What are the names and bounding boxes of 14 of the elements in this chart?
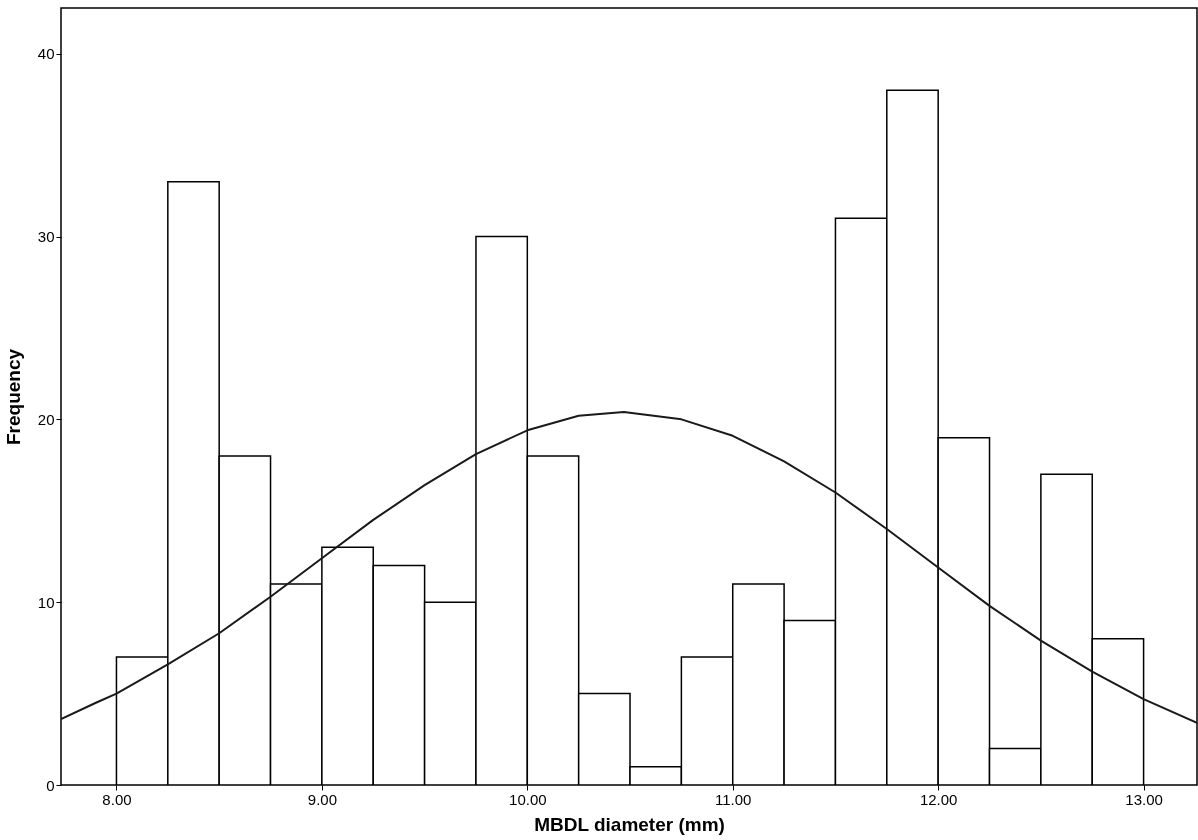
y-axis-title: Frequency [2, 348, 24, 446]
x-tick-label: 10.00 [509, 790, 547, 808]
x-tick-label: 8.00 [102, 790, 132, 808]
y-tick-label: 10 [37, 593, 55, 611]
y-tick-label: 20 [37, 410, 55, 428]
x-axis-title: MBDL diameter (mm) [534, 813, 725, 835]
x-tick-label: 9.00 [307, 790, 337, 808]
y-tick-label: 30 [37, 228, 55, 246]
y-tick-label: 0 [46, 776, 55, 794]
x-tick-label: 12.00 [919, 790, 958, 808]
x-tick-label: 13.00 [1125, 790, 1163, 808]
line-series [61, 411, 1197, 724]
x-tick-label: 11.00 [715, 790, 752, 808]
y-tick-label: 40 [37, 45, 55, 63]
